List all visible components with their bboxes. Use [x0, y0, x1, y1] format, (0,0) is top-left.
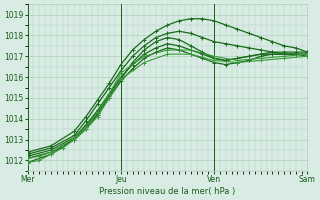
X-axis label: Pression niveau de la mer( hPa ): Pression niveau de la mer( hPa ): [100, 187, 236, 196]
